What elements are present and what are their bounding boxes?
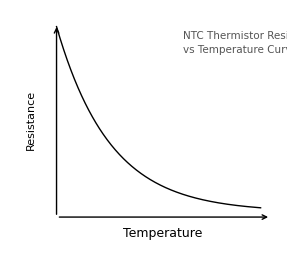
Text: Resistance: Resistance — [26, 89, 36, 150]
Text: Temperature: Temperature — [123, 227, 202, 240]
Text: NTC Thermistor Resistance
vs Temperature Curve: NTC Thermistor Resistance vs Temperature… — [183, 31, 287, 55]
